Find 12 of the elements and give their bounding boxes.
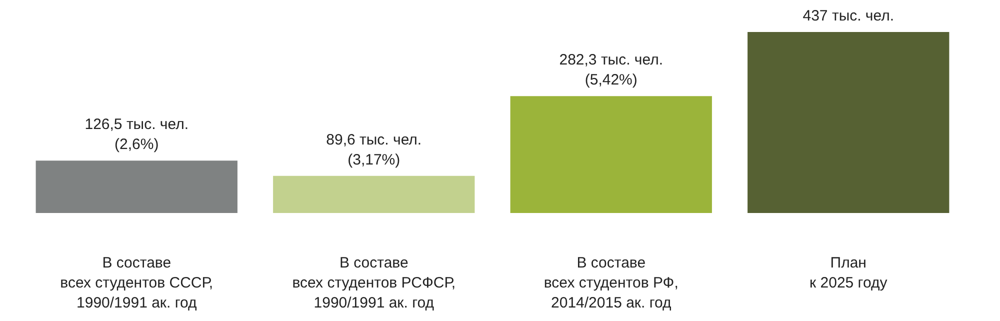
x-tick-label: План к 2025 году — [810, 254, 888, 292]
data-label: 89,6 тыс. чел. (3,17%) — [326, 131, 422, 168]
data-label: 126,5 тыс. чел. (2,6%) — [84, 116, 189, 154]
bar — [36, 160, 238, 213]
data-label: 282,3 тыс. чел. (5,42%) — [559, 52, 664, 89]
bar — [748, 32, 950, 213]
bar — [273, 176, 475, 213]
x-tick-label: В составе всех студентов РСФСР, 1990/1991 ак. год — [292, 254, 456, 312]
x-tick-label: В составе всех студентов РФ, 2014/2015 ак. год — [544, 254, 678, 312]
x-tick-label: В составе всех студентов СССР, 1990/1991 ак. год — [60, 254, 214, 312]
data-label: 437 тыс. чел. — [802, 8, 894, 24]
bar — [510, 96, 712, 213]
